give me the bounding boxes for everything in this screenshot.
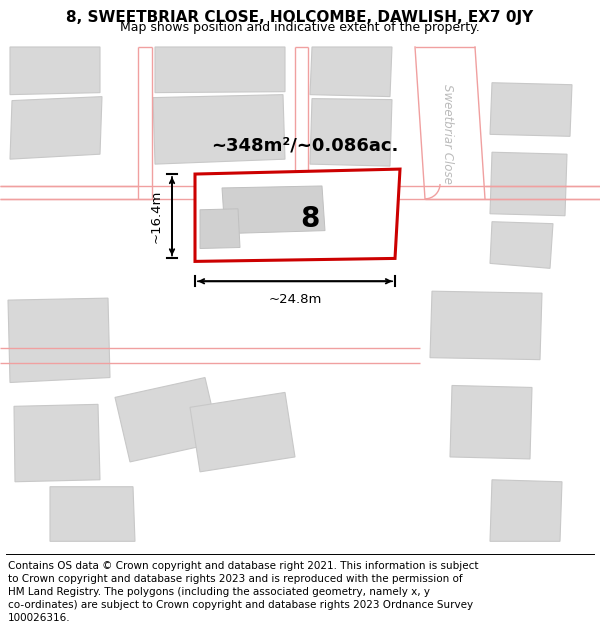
- Text: to Crown copyright and database rights 2023 and is reproduced with the permissio: to Crown copyright and database rights 2…: [8, 574, 463, 584]
- Text: ~16.4m: ~16.4m: [150, 189, 163, 243]
- Polygon shape: [310, 99, 392, 166]
- Text: HM Land Registry. The polygons (including the associated geometry, namely x, y: HM Land Registry. The polygons (includin…: [8, 587, 430, 597]
- Text: 8, SWEETBRIAR CLOSE, HOLCOMBE, DAWLISH, EX7 0JY: 8, SWEETBRIAR CLOSE, HOLCOMBE, DAWLISH, …: [67, 10, 533, 25]
- Polygon shape: [430, 291, 542, 359]
- Polygon shape: [222, 186, 325, 234]
- Polygon shape: [490, 222, 553, 268]
- Polygon shape: [490, 480, 562, 541]
- Text: Map shows position and indicative extent of the property.: Map shows position and indicative extent…: [120, 21, 480, 34]
- Polygon shape: [8, 298, 110, 382]
- Text: 100026316.: 100026316.: [8, 613, 70, 623]
- Polygon shape: [155, 47, 285, 92]
- Polygon shape: [200, 209, 240, 249]
- Text: 8: 8: [301, 205, 320, 232]
- Text: ~348m²/~0.086ac.: ~348m²/~0.086ac.: [211, 136, 398, 154]
- Polygon shape: [153, 94, 285, 164]
- Polygon shape: [115, 378, 220, 462]
- Polygon shape: [14, 404, 100, 482]
- Polygon shape: [490, 82, 572, 136]
- Polygon shape: [195, 169, 400, 261]
- Text: Sweetbriar Close: Sweetbriar Close: [442, 84, 455, 184]
- Polygon shape: [10, 97, 102, 159]
- Polygon shape: [50, 487, 135, 541]
- Text: ~24.8m: ~24.8m: [268, 293, 322, 306]
- Polygon shape: [190, 392, 295, 472]
- Polygon shape: [10, 47, 100, 94]
- Polygon shape: [450, 386, 532, 459]
- Polygon shape: [490, 152, 567, 216]
- Text: Contains OS data © Crown copyright and database right 2021. This information is : Contains OS data © Crown copyright and d…: [8, 561, 478, 571]
- Polygon shape: [310, 47, 392, 97]
- Text: co-ordinates) are subject to Crown copyright and database rights 2023 Ordnance S: co-ordinates) are subject to Crown copyr…: [8, 600, 473, 610]
